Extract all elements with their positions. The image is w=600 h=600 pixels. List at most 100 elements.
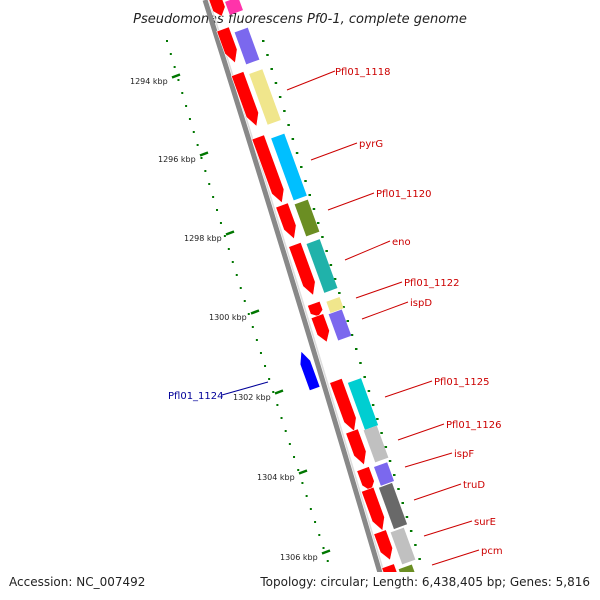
genome-backbone — [202, 0, 393, 600]
minor-tick — [173, 66, 176, 68]
gene-label[interactable]: truD — [463, 480, 485, 491]
leader-line — [404, 452, 453, 468]
outer-tick — [295, 152, 299, 154]
minor-tick — [247, 313, 250, 315]
gene-label[interactable]: Pfl01_1122 — [404, 278, 460, 289]
minor-tick — [272, 391, 275, 393]
gene-label[interactable]: surE — [474, 517, 496, 528]
leader-line — [221, 381, 269, 396]
outer-tick — [262, 40, 265, 42]
cog-block — [225, 0, 243, 15]
outer-tick — [393, 474, 396, 476]
minor-tick — [231, 261, 234, 263]
gene-arrow-forward — [310, 313, 330, 343]
outer-tick — [304, 180, 307, 182]
outer-tick — [380, 432, 383, 434]
minor-tick — [301, 482, 304, 484]
tick-label: 1304 kbp — [257, 473, 295, 482]
minor-tick — [268, 378, 271, 380]
gene-label[interactable]: Pfl01_1124 — [168, 391, 224, 402]
outer-tick — [359, 362, 362, 364]
gene-label[interactable]: eno — [392, 237, 411, 248]
outer-tick — [308, 194, 311, 196]
gene-arrow-forward — [230, 71, 259, 127]
gene-label[interactable]: ispF — [454, 449, 474, 460]
footer-bar — [0, 572, 600, 600]
gene-arrow-forward — [207, 0, 226, 17]
gene-label[interactable]: ispD — [410, 298, 432, 309]
outer-tick — [321, 236, 324, 238]
cog-block — [363, 425, 389, 463]
minor-tick — [227, 248, 230, 250]
leader-line — [327, 192, 375, 211]
outer-tick — [291, 138, 295, 140]
major-tick — [171, 73, 181, 79]
outer-tick — [405, 516, 409, 518]
gene-arrows — [207, 0, 401, 595]
minor-tick — [288, 443, 291, 445]
minor-tick — [181, 92, 184, 94]
cog-block — [326, 296, 344, 314]
minor-tick — [196, 144, 199, 146]
outer-tick — [376, 418, 379, 420]
cog-block — [328, 309, 352, 341]
leader-line — [286, 70, 336, 91]
cog-block — [294, 199, 320, 237]
leader-line — [361, 301, 409, 320]
leader-line — [413, 483, 462, 501]
map-title: Pseudomonas fluorescens Pf0-1, complete … — [133, 12, 467, 27]
outer-tick — [363, 376, 366, 378]
minor-tick — [216, 209, 219, 211]
leader-line — [423, 520, 473, 537]
minor-tick — [276, 404, 279, 406]
major-tick — [274, 389, 284, 395]
minor-tick — [212, 196, 215, 198]
gene-arrow-forward — [360, 486, 385, 532]
cog-block — [374, 462, 394, 486]
minor-tick — [192, 131, 195, 133]
cog-block — [271, 133, 307, 201]
cog-block — [390, 527, 416, 565]
outer-tick — [338, 292, 341, 294]
outer-tick — [300, 166, 303, 168]
minor-tick — [259, 352, 262, 354]
leader-line — [344, 240, 391, 261]
outer-tick — [418, 558, 421, 560]
tick-label: 1300 kbp — [209, 313, 247, 322]
minor-tick — [243, 300, 246, 302]
gene-label[interactable]: Pfl01_1125 — [434, 377, 490, 388]
minor-tick — [255, 339, 258, 341]
tick-label: 1302 kbp — [233, 393, 271, 402]
gene-label[interactable]: Pfl01_1126 — [446, 420, 502, 431]
leader-line — [384, 380, 433, 398]
outer-tick — [401, 502, 404, 504]
minor-tick — [318, 534, 321, 536]
outer-tick — [350, 334, 354, 336]
major-tick — [199, 151, 209, 157]
gene-label[interactable]: Pfl01_1120 — [376, 189, 432, 200]
outer-tick — [397, 488, 400, 490]
minor-tick — [223, 235, 226, 237]
outer-tick — [414, 544, 417, 546]
outer-tick — [371, 404, 375, 406]
outer-tick — [329, 264, 333, 266]
minor-tick — [219, 222, 222, 224]
minor-tick — [185, 105, 188, 107]
minor-tick — [322, 547, 325, 549]
gene-label[interactable]: pcm — [481, 546, 503, 557]
outer-tick — [346, 320, 350, 322]
minor-tick — [235, 274, 238, 276]
minor-tick — [280, 417, 283, 419]
minor-tick — [284, 430, 287, 432]
minor-tick — [169, 53, 172, 55]
minor-tick — [309, 508, 312, 510]
gene-label[interactable]: pyrG — [359, 139, 383, 150]
outer-tick — [266, 54, 269, 56]
gene-arrow-reverse — [299, 350, 321, 392]
minor-tick — [200, 157, 203, 159]
major-tick — [250, 309, 260, 315]
accession-text: Accession: NC_007492 — [9, 575, 145, 589]
gene-arrow-forward — [216, 26, 238, 64]
gene-label[interactable]: Pfl01_1118 — [335, 67, 391, 78]
